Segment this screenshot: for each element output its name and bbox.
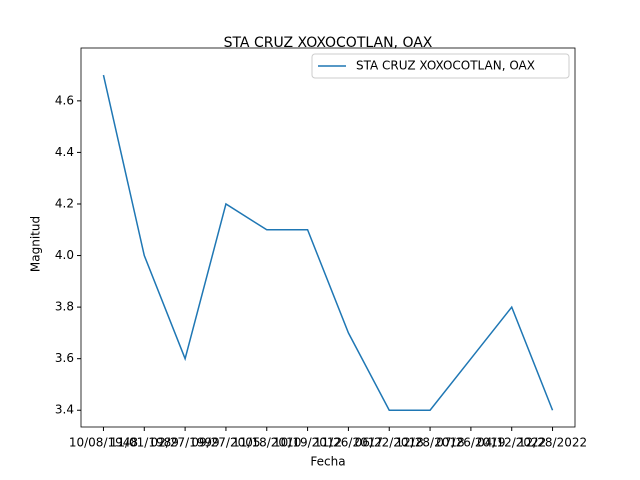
- y-tick-label: 4.6: [55, 93, 74, 107]
- x-tick-label: 10/19/2012: [273, 436, 342, 450]
- y-tick-label: 3.4: [55, 403, 74, 417]
- x-axis-label: Fecha: [310, 455, 345, 469]
- legend-label: STA CRUZ XOXOCOTLAN, OAX: [356, 59, 535, 73]
- x-tick-label: 12/28/2018: [395, 436, 464, 450]
- y-tick-label: 3.6: [55, 351, 74, 365]
- x-tick-label: 10/08/1948: [69, 436, 138, 450]
- y-tick-label: 4.0: [55, 248, 74, 262]
- line: [102, 74, 554, 411]
- x-tick-label: 12/28/2022: [518, 436, 587, 450]
- y-axis-label: Magnitud: [29, 216, 43, 272]
- x-tick-label: 07/26/2019: [436, 436, 505, 450]
- y-tick-label: 4.4: [55, 145, 74, 159]
- legend-box: [311, 53, 570, 79]
- x-tick-label: 04/12/2022: [477, 436, 546, 450]
- x-tick-label: 02/27/1999: [151, 436, 220, 450]
- plot-frame: [80, 47, 576, 428]
- x-tick-label: 06/22/2018: [355, 436, 424, 450]
- x-tick-label: 11/01/1989: [110, 436, 179, 450]
- y-tick-label: 3.8: [55, 300, 74, 314]
- y-tick-label: 4.2: [55, 196, 74, 210]
- chart-title: STA CRUZ XOXOCOTLAN, OAX: [224, 35, 433, 51]
- x-tick-label: 09/27/2005: [191, 436, 260, 450]
- x-tick-label: 11/18/2010: [232, 436, 301, 450]
- x-tick-label: 11/26/2017: [314, 436, 383, 450]
